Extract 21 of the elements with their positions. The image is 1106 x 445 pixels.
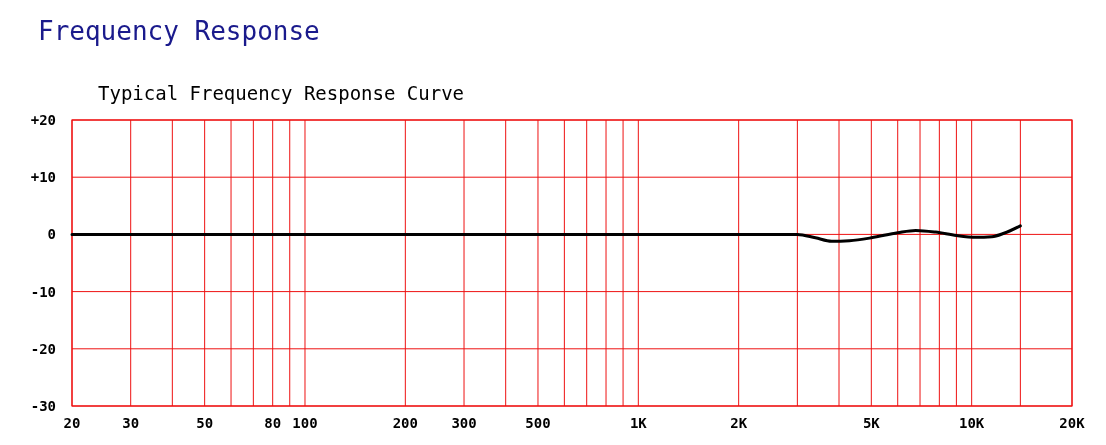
x-tick-label: 5K (862, 415, 881, 431)
x-tick-label: 300 (451, 415, 477, 431)
y-tick-label: +20 (30, 112, 56, 128)
x-tick-label: 80 (264, 415, 282, 431)
y-tick-label: -20 (30, 340, 56, 357)
y-tick-label: -10 (30, 283, 56, 300)
x-tick-label: 10K (959, 415, 985, 431)
x-tick-label: 2K (730, 415, 748, 431)
x-tick-label: 500 (525, 415, 551, 431)
y-tick-label: -30 (30, 398, 56, 414)
y-tick-label: +10 (30, 169, 56, 186)
x-tick-label: 100 (292, 415, 318, 431)
x-tick-label: 20K (1059, 415, 1086, 431)
y-tick-label: 0 (47, 226, 56, 243)
x-tick-label: 200 (392, 415, 418, 431)
chart-title: Frequency Response (38, 16, 320, 46)
x-tick-label: 50 (196, 415, 214, 431)
x-tick-label: 1K (629, 415, 648, 431)
chart-subtitle: Typical Frequency Response Curve (98, 82, 465, 104)
x-tick-label: 30 (122, 415, 140, 431)
x-tick-label: 20 (63, 415, 81, 431)
